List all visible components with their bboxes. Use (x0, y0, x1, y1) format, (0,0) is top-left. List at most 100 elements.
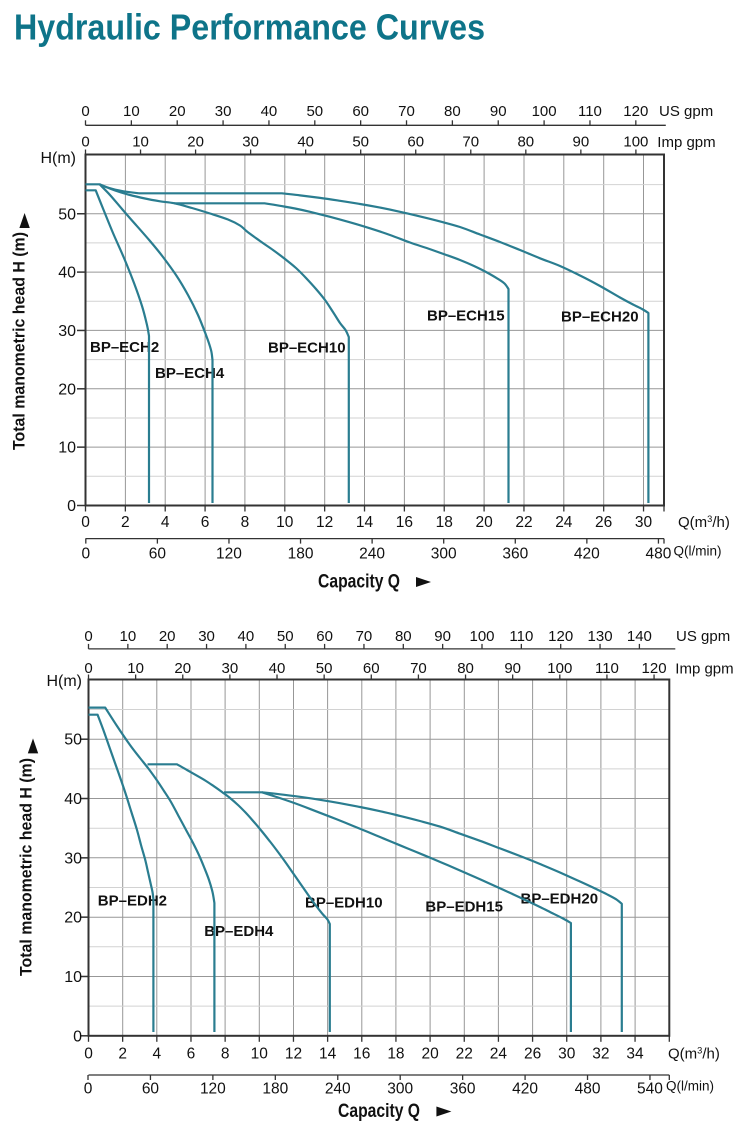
svg-text:60: 60 (352, 103, 369, 120)
svg-text:26: 26 (595, 514, 612, 531)
svg-text:90: 90 (490, 103, 507, 120)
svg-text:300: 300 (387, 1081, 413, 1098)
svg-text:BP–ECH15: BP–ECH15 (427, 308, 505, 325)
svg-text:H(m): H(m) (46, 673, 82, 690)
svg-text:480: 480 (646, 546, 672, 563)
svg-text:100: 100 (547, 660, 572, 677)
svg-text:110: 110 (578, 103, 602, 120)
svg-text:18: 18 (436, 514, 453, 531)
svg-text:0: 0 (81, 546, 90, 563)
svg-text:140: 140 (627, 628, 652, 645)
svg-text:120: 120 (642, 660, 667, 677)
svg-text:20: 20 (174, 660, 191, 677)
svg-text:90: 90 (573, 133, 590, 150)
svg-text:60: 60 (316, 628, 333, 645)
svg-text:70: 70 (462, 133, 479, 150)
svg-text:34: 34 (626, 1045, 644, 1062)
svg-text:14: 14 (356, 514, 374, 531)
svg-text:120: 120 (623, 103, 648, 120)
svg-text:BP–EDH4: BP–EDH4 (204, 923, 274, 940)
svg-text:Q(m3/h): Q(m3/h) (678, 514, 730, 531)
svg-text:50: 50 (306, 103, 323, 120)
svg-text:Capacity Q: Capacity Q (318, 572, 400, 593)
svg-text:Total manometric head H (m): Total manometric head H (m) (18, 758, 36, 976)
svg-text:20: 20 (421, 1045, 439, 1062)
svg-text:BP–ECH10: BP–ECH10 (268, 340, 346, 357)
svg-text:420: 420 (574, 546, 600, 563)
svg-text:30: 30 (58, 323, 76, 340)
svg-text:80: 80 (457, 660, 474, 677)
svg-text:180: 180 (288, 546, 314, 563)
svg-text:300: 300 (431, 546, 457, 563)
svg-text:20: 20 (64, 910, 82, 927)
svg-text:60: 60 (363, 660, 380, 677)
svg-text:16: 16 (396, 514, 413, 531)
svg-text:BP–EDH20: BP–EDH20 (521, 890, 599, 907)
svg-text:50: 50 (64, 732, 82, 749)
svg-text:8: 8 (221, 1045, 230, 1062)
svg-text:0: 0 (84, 1081, 93, 1098)
svg-text:30: 30 (215, 103, 232, 120)
svg-text:240: 240 (359, 546, 385, 563)
svg-text:0: 0 (84, 628, 92, 645)
svg-text:Q(l/min): Q(l/min) (674, 544, 722, 559)
svg-text:240: 240 (325, 1081, 351, 1098)
svg-text:40: 40 (58, 265, 76, 282)
svg-text:20: 20 (475, 514, 493, 531)
svg-text:US gpm: US gpm (676, 628, 730, 645)
svg-text:40: 40 (64, 791, 82, 808)
svg-text:90: 90 (504, 660, 521, 677)
svg-text:Total manometric head H (m): Total manometric head H (m) (11, 232, 29, 450)
svg-text:70: 70 (356, 628, 373, 645)
svg-text:0: 0 (81, 103, 89, 120)
svg-text:4: 4 (153, 1045, 162, 1062)
svg-text:10: 10 (251, 1045, 269, 1062)
svg-text:180: 180 (262, 1081, 288, 1098)
svg-text:US gpm: US gpm (659, 103, 713, 120)
svg-text:24: 24 (490, 1045, 508, 1062)
svg-text:0: 0 (81, 514, 90, 531)
svg-text:30: 30 (222, 660, 239, 677)
svg-text:6: 6 (201, 514, 210, 531)
svg-text:60: 60 (149, 546, 167, 563)
svg-text:0: 0 (67, 498, 76, 515)
svg-text:Capacity Q: Capacity Q (338, 1101, 420, 1122)
svg-text:120: 120 (548, 628, 573, 645)
svg-text:6: 6 (187, 1045, 196, 1062)
svg-text:540: 540 (637, 1081, 663, 1098)
svg-text:110: 110 (509, 628, 533, 645)
svg-text:100: 100 (623, 133, 648, 150)
svg-text:20: 20 (58, 381, 76, 398)
svg-text:420: 420 (512, 1081, 538, 1098)
svg-text:30: 30 (635, 514, 653, 531)
svg-text:30: 30 (558, 1045, 576, 1062)
svg-text:10: 10 (120, 628, 137, 645)
svg-text:50: 50 (277, 628, 294, 645)
svg-text:Imp gpm: Imp gpm (675, 660, 733, 677)
svg-text:2: 2 (118, 1045, 127, 1062)
svg-text:16: 16 (353, 1045, 370, 1062)
svg-text:0: 0 (84, 1045, 93, 1062)
svg-text:4: 4 (161, 514, 170, 531)
svg-text:90: 90 (434, 628, 451, 645)
svg-text:60: 60 (407, 133, 424, 150)
svg-text:110: 110 (595, 660, 619, 677)
svg-text:30: 30 (64, 850, 82, 867)
svg-text:360: 360 (502, 546, 528, 563)
svg-text:BP–EDH2: BP–EDH2 (98, 893, 167, 910)
svg-text:BP–ECH2: BP–ECH2 (90, 339, 159, 356)
svg-text:60: 60 (142, 1081, 160, 1098)
svg-text:10: 10 (132, 133, 149, 150)
svg-text:12: 12 (285, 1045, 302, 1062)
svg-text:22: 22 (515, 514, 532, 531)
svg-text:30: 30 (198, 628, 215, 645)
svg-text:100: 100 (469, 628, 494, 645)
svg-text:20: 20 (187, 133, 204, 150)
svg-text:70: 70 (398, 103, 415, 120)
svg-text:120: 120 (200, 1081, 226, 1098)
svg-text:H(m): H(m) (40, 150, 76, 167)
svg-text:18: 18 (387, 1045, 404, 1062)
svg-text:480: 480 (575, 1081, 601, 1098)
svg-text:14: 14 (319, 1045, 337, 1062)
svg-text:Imp gpm: Imp gpm (657, 134, 715, 151)
